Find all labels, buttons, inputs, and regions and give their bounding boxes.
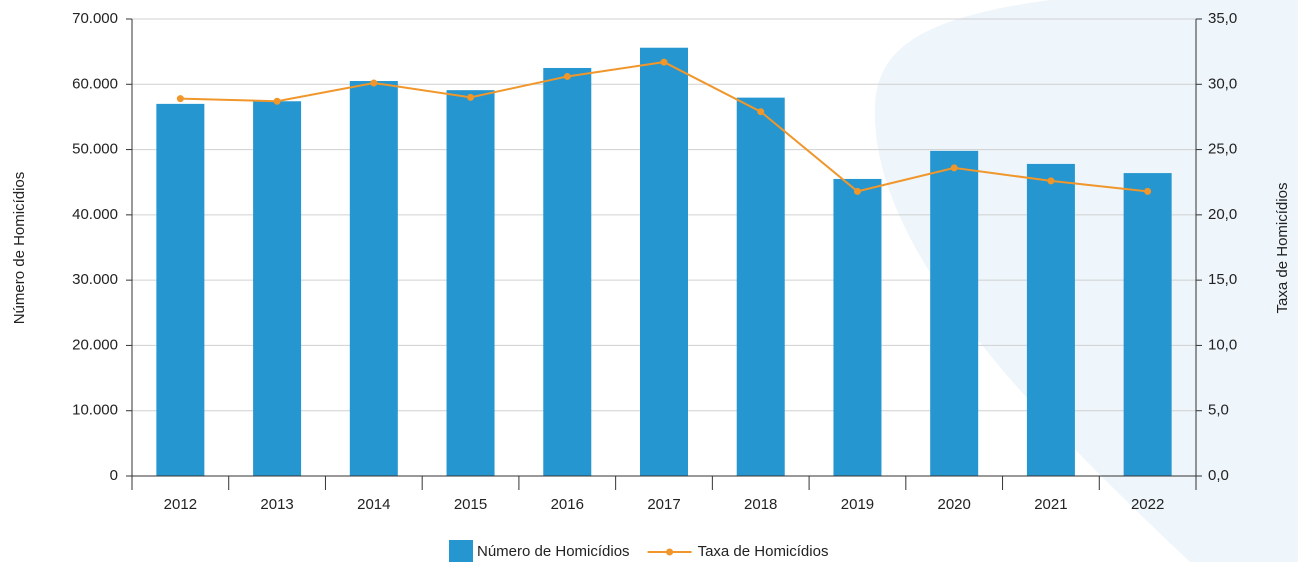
y-tick-label: 30.000 [72, 271, 118, 288]
bar [543, 67, 592, 476]
legend-label: Número de Homicídios [477, 543, 630, 560]
legend-swatch [449, 540, 473, 562]
bar [930, 150, 979, 476]
bar [446, 90, 495, 476]
x-tick-label: 2017 [647, 496, 680, 513]
y2-tick-label: 30,0 [1208, 75, 1237, 92]
bar [833, 178, 882, 476]
bar [349, 81, 398, 477]
line-point [370, 79, 378, 87]
y-tick-label: 0 [110, 467, 118, 484]
x-tick-label: 2020 [937, 496, 970, 513]
y2-tick-label: 35,0 [1208, 10, 1237, 27]
y-tick-label: 70.000 [72, 10, 118, 27]
y-tick-label: 10.000 [72, 402, 118, 419]
y2-tick-label: 10,0 [1208, 336, 1237, 353]
line-point [1144, 187, 1152, 195]
y2-tick-label: 25,0 [1208, 141, 1237, 158]
y-axis-title: Número de Homicídios [11, 172, 28, 325]
bar [156, 103, 205, 476]
x-tick-label: 2019 [841, 496, 874, 513]
x-tick-label: 2018 [744, 496, 777, 513]
line-point [853, 187, 861, 195]
line-point [950, 164, 958, 172]
line-point [660, 58, 668, 66]
y2-tick-label: 15,0 [1208, 271, 1237, 288]
line-point [1047, 177, 1055, 185]
bar [253, 101, 302, 476]
line-point [563, 72, 571, 80]
y-tick-label: 60.000 [72, 75, 118, 92]
line-point [176, 95, 184, 103]
y-tick-label: 40.000 [72, 206, 118, 223]
line-point [757, 108, 765, 116]
line-point [467, 93, 475, 101]
y-tick-label: 50.000 [72, 141, 118, 158]
bar [640, 47, 688, 477]
x-tick-label: 2021 [1034, 496, 1067, 513]
line-point [273, 97, 281, 105]
x-tick-label: 2012 [164, 496, 197, 513]
x-tick-label: 2014 [357, 496, 390, 513]
y2-axis-title: Taxa de Homicídios [1274, 183, 1291, 314]
legend-swatch-dot [666, 548, 674, 556]
y2-tick-label: 0,0 [1208, 467, 1229, 484]
bar [736, 97, 785, 476]
y2-tick-label: 20,0 [1208, 206, 1237, 223]
y2-tick-label: 5,0 [1208, 402, 1229, 419]
background-shape [874, 0, 1298, 562]
y-tick-label: 20.000 [72, 336, 118, 353]
x-tick-label: 2022 [1131, 496, 1164, 513]
bar [1026, 163, 1075, 477]
x-tick-label: 2015 [454, 496, 487, 513]
legend-label: Taxa de Homicídios [698, 543, 829, 560]
bar [1123, 173, 1172, 476]
x-tick-label: 2016 [551, 496, 584, 513]
x-tick-label: 2013 [260, 496, 293, 513]
